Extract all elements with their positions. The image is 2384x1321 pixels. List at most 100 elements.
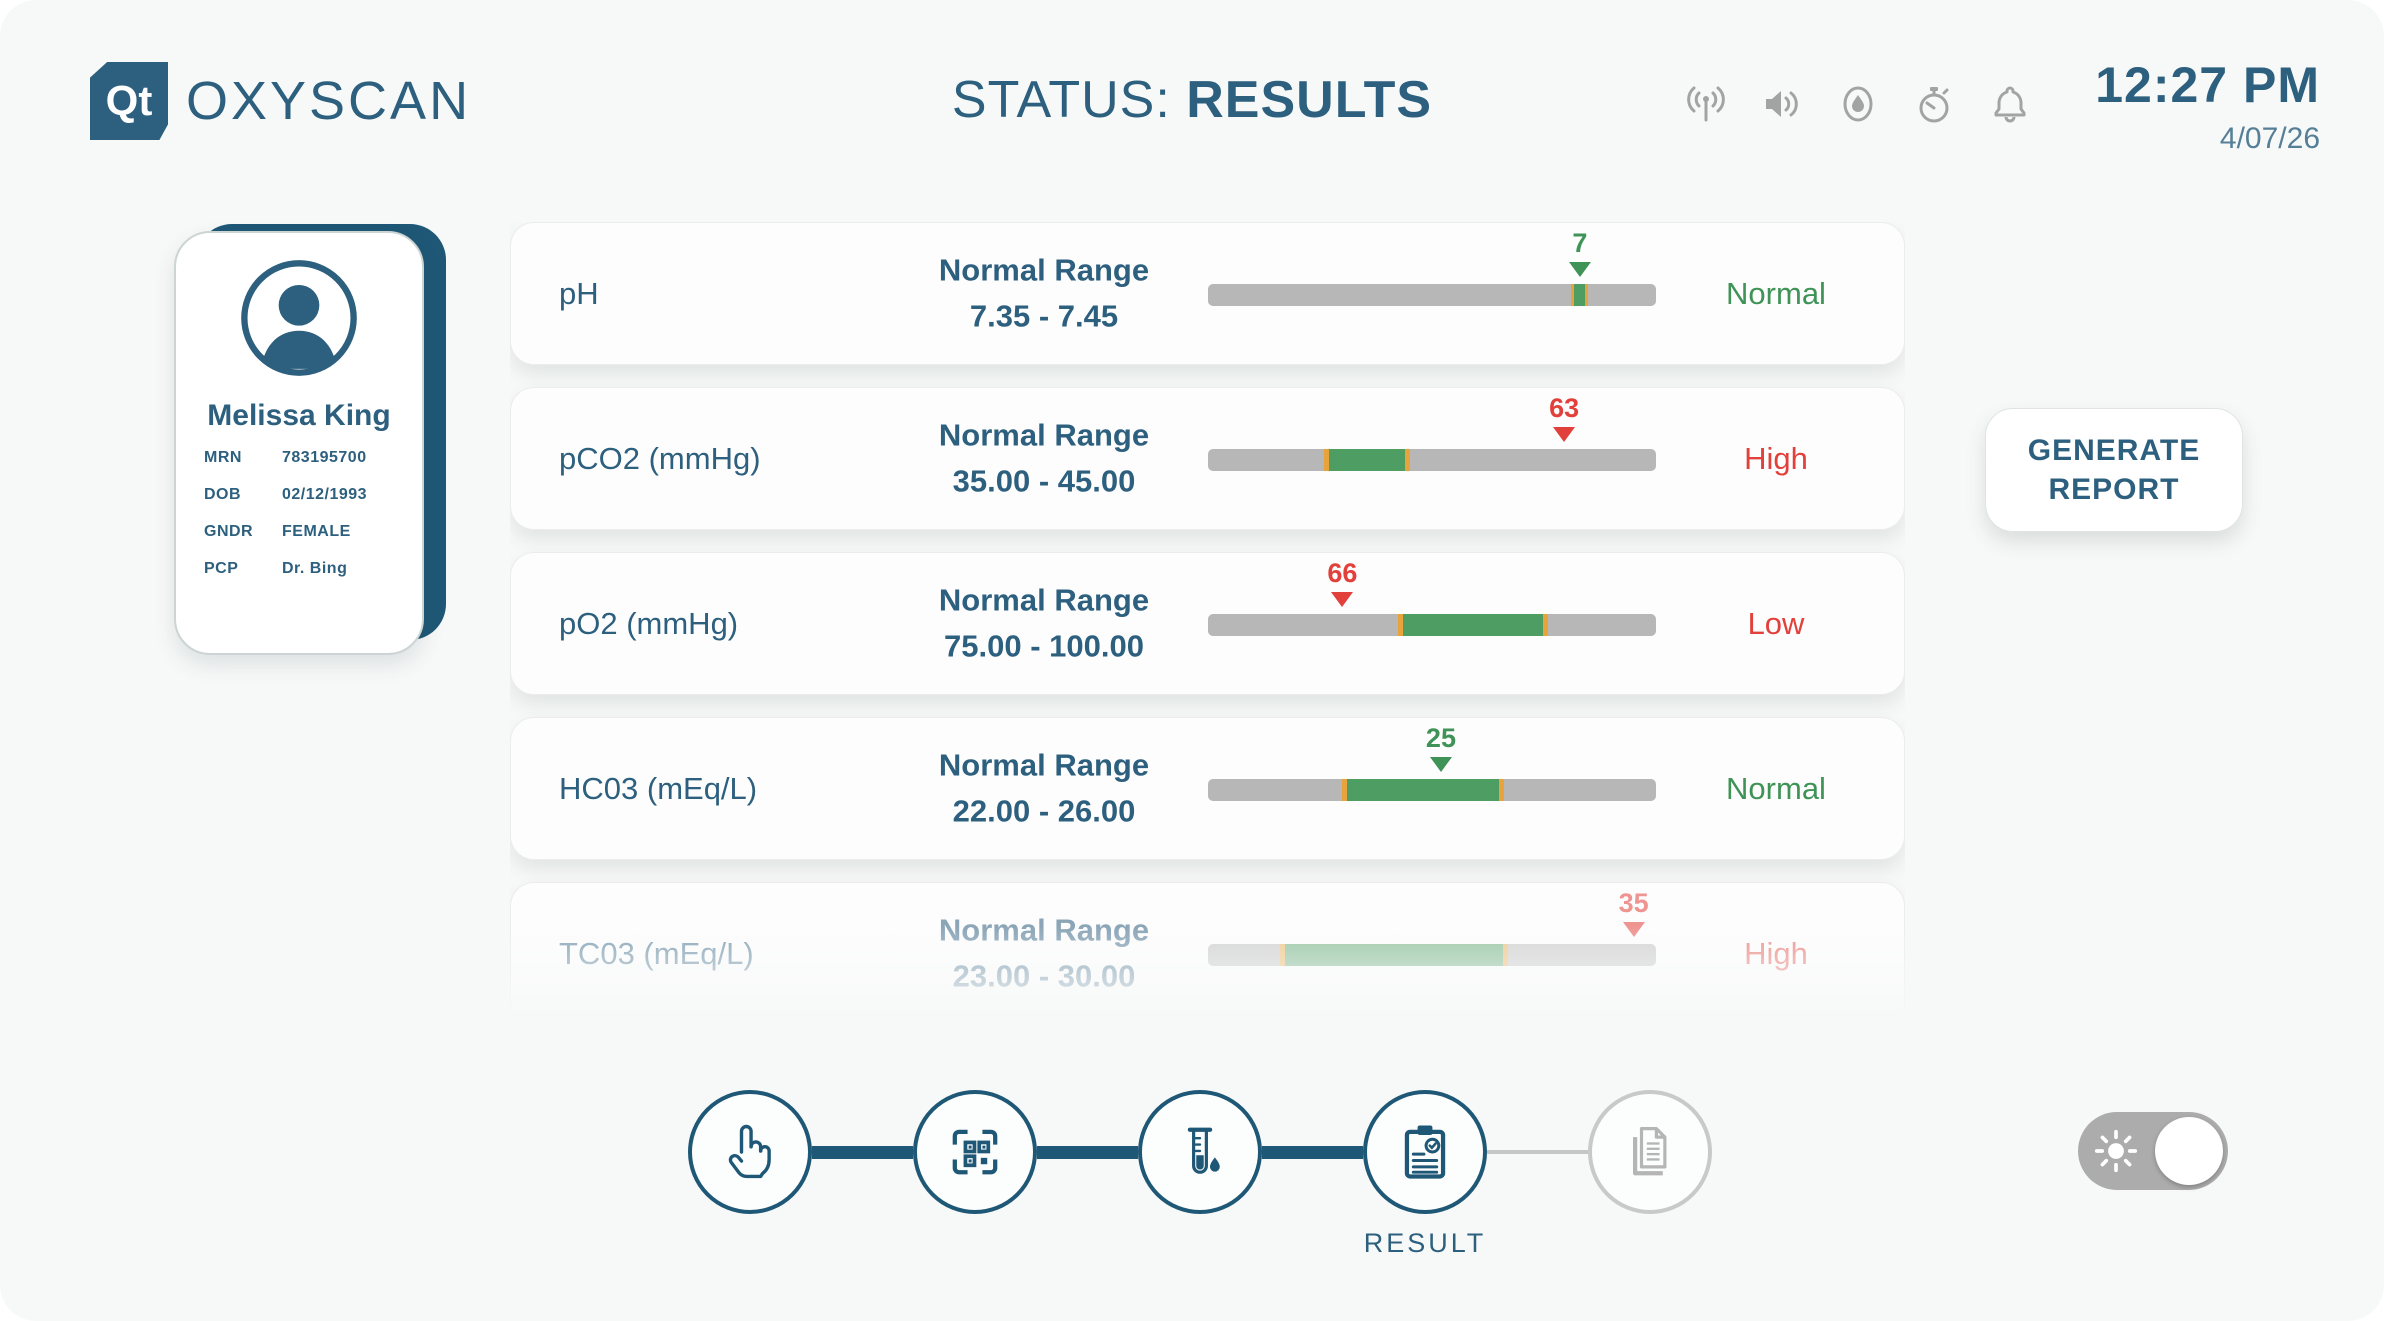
analyte-label: pO2 (mmHg) — [559, 605, 739, 641]
patient-field-row: MRN 783195700 — [204, 449, 402, 467]
stepper-step-circle — [1588, 1090, 1712, 1214]
analyte-label: pH — [559, 275, 599, 311]
result-row: pH Normal Range 7.35 - 7.45 7 Normal — [510, 222, 1905, 365]
range-bar: 35 — [1208, 883, 1656, 1010]
sun-icon — [2094, 1129, 2138, 1173]
analyte-label: HC03 (mEq/L) — [559, 770, 758, 806]
stepper-step — [1138, 1090, 1262, 1214]
normal-band — [1398, 614, 1549, 636]
progress-stepper: RESULT — [688, 1090, 1712, 1258]
patient-field-value: FEMALE — [282, 523, 351, 540]
qr-code-icon — [952, 1129, 998, 1175]
touch-hand-icon — [728, 1124, 771, 1179]
result-row: pCO2 (mmHg) Normal Range 35.00 - 45.00 6… — [510, 387, 1905, 530]
bell-icon — [1994, 86, 2026, 123]
patient-fields: MRN 783195700 DOB 02/12/1993 GNDR FEMALE… — [204, 449, 402, 597]
analyte-label: TC03 (mEq/L) — [559, 935, 754, 971]
normal-range: Normal Range 22.00 - 26.00 — [879, 742, 1209, 835]
patient-field-row: DOB 02/12/1993 — [204, 486, 402, 504]
stepper-connector — [812, 1145, 913, 1159]
range-bar: 25 — [1208, 718, 1656, 859]
result-row: HC03 (mEq/L) Normal Range 22.00 - 26.00 … — [510, 717, 1905, 860]
bar-track — [1208, 449, 1656, 471]
range-values: 75.00 - 100.00 — [944, 628, 1144, 664]
clock: 12:27 PM 4/07/26 — [2095, 56, 2320, 156]
result-row: TC03 (mEq/L) Normal Range 23.00 - 30.00 … — [510, 882, 1905, 1010]
value-marker: 25 — [1406, 725, 1476, 772]
status-label: Low — [1747, 605, 1805, 641]
system-status-icons — [1682, 80, 2034, 128]
range-values: 35.00 - 45.00 — [952, 463, 1136, 499]
measured-value: 25 — [1425, 723, 1456, 753]
water-drop-icon — [1843, 86, 1873, 122]
normal-range: Normal Range 7.35 - 7.45 — [879, 247, 1209, 340]
range-values: 7.35 - 7.45 — [969, 298, 1119, 334]
stepper-connector — [1037, 1145, 1138, 1159]
patient-name: Melissa King — [207, 399, 391, 432]
broadcast-icon — [1687, 86, 1725, 122]
range-values: 22.00 - 26.00 — [952, 793, 1136, 829]
theme-toggle[interactable] — [2078, 1112, 2228, 1190]
value-marker: 7 — [1545, 230, 1615, 277]
stepper-step-circle — [1363, 1090, 1487, 1214]
patient-field-label: DOB — [204, 486, 242, 503]
bar-track — [1208, 284, 1656, 306]
marker-triangle-icon — [1622, 922, 1645, 937]
stepper-connector — [1262, 1145, 1363, 1159]
range-label: Normal Range — [938, 252, 1150, 287]
patient-field-value: Dr. Bing — [282, 560, 348, 577]
normal-range: Normal Range 23.00 - 30.00 — [879, 907, 1209, 1000]
measured-value: 7 — [1572, 228, 1588, 258]
stepper-step-circle — [1138, 1090, 1262, 1214]
result-row: pO2 (mmHg) Normal Range 75.00 - 100.00 6… — [510, 552, 1905, 695]
normal-range: Normal Range 75.00 - 100.00 — [879, 577, 1209, 670]
value-marker: 66 — [1307, 560, 1377, 607]
clipboard-result-icon — [1404, 1125, 1446, 1179]
measured-value: 63 — [1549, 393, 1580, 423]
marker-triangle-icon — [1568, 262, 1591, 277]
toggle-knob[interactable] — [2155, 1117, 2223, 1185]
timer-icon — [1919, 87, 1949, 123]
value-marker: 63 — [1529, 395, 1599, 442]
stepper-step — [913, 1090, 1037, 1214]
value-marker: 35 — [1599, 890, 1669, 937]
status-label: High — [1744, 935, 1808, 971]
qt-logo-badge: Qt — [90, 62, 168, 140]
stepper-step — [1588, 1090, 1712, 1214]
app-name: OXYSCAN — [186, 71, 472, 131]
measured-value: 35 — [1618, 888, 1649, 918]
patient-field-value: 783195700 — [282, 449, 367, 466]
normal-range: Normal Range 35.00 - 45.00 — [879, 412, 1209, 505]
date: 4/07/26 — [2219, 122, 2320, 155]
range-values: 23.00 - 30.00 — [952, 958, 1136, 994]
status-prefix: STATUS: — [951, 71, 1171, 129]
normal-band — [1570, 284, 1588, 306]
status-value: RESULTS — [1186, 71, 1433, 129]
generate-report-button[interactable]: GENERATE REPORT — [1985, 408, 2243, 532]
range-bar: 66 — [1208, 553, 1656, 694]
analyte-label: pCO2 (mmHg) — [559, 440, 761, 476]
avatar — [238, 257, 360, 379]
measured-value: 66 — [1327, 558, 1358, 588]
status-label: Normal — [1726, 770, 1826, 806]
volume-icon — [1766, 91, 1798, 117]
range-label: Normal Range — [938, 417, 1150, 452]
patient-field-label: PCP — [204, 560, 239, 577]
stepper-step-circle — [688, 1090, 812, 1214]
range-bar: 7 — [1208, 223, 1656, 364]
documents-icon — [1633, 1127, 1667, 1176]
patient-field-label: GNDR — [204, 523, 254, 540]
range-label: Normal Range — [938, 912, 1150, 947]
patient-card: Melissa King MRN 783195700 DOB 02/12/199… — [174, 231, 424, 655]
stepper-step — [688, 1090, 812, 1214]
normal-band — [1324, 449, 1410, 471]
stepper-step-circle — [913, 1090, 1037, 1214]
range-label: Normal Range — [938, 747, 1150, 782]
patient-field-row: PCP Dr. Bing — [204, 560, 402, 578]
status-label: Normal — [1726, 275, 1826, 311]
stepper-connector — [1487, 1150, 1588, 1154]
patient-field-row: GNDR FEMALE — [204, 523, 402, 541]
range-label: Normal Range — [938, 582, 1150, 617]
stepper-step-label: RESULT — [1363, 1228, 1487, 1258]
